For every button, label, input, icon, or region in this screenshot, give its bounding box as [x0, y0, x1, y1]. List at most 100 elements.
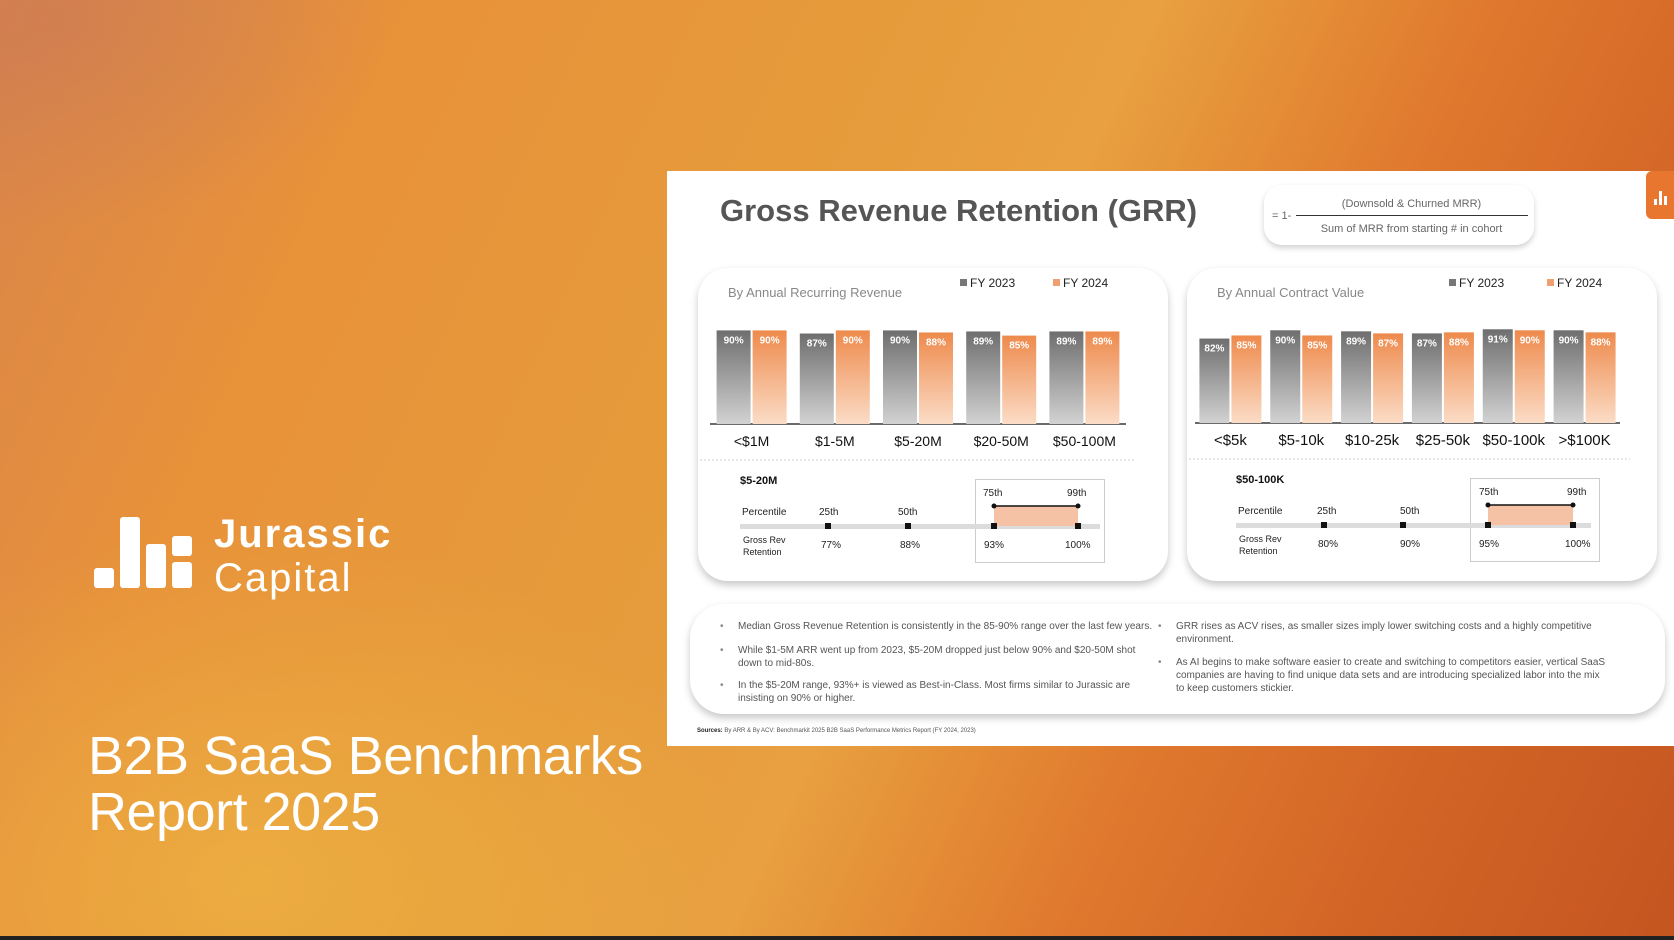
bar-fy2024-3: [1002, 335, 1037, 424]
acv-best-in-class-box: [1470, 478, 1600, 562]
fy2024-swatch-icon: [1547, 279, 1554, 286]
bar-fy2024-1: [835, 330, 870, 424]
sources-label: Sources:: [697, 728, 723, 734]
note-left-1: Median Gross Revenue Retention is consis…: [720, 620, 1168, 633]
bottom-edge: [0, 936, 1674, 940]
arr-legend-fy2024-label: FY 2024: [1063, 276, 1109, 290]
bar-label-fy2024-5: 88%: [1591, 337, 1611, 348]
x-tick-label-2: $5-20M: [894, 433, 941, 449]
bar-label-fy2024-4: 90%: [1520, 335, 1540, 346]
bar-label-fy2023-1: 87%: [807, 339, 827, 350]
acv-chart-title: By Annual Contract Value: [1217, 285, 1365, 300]
bar-label-fy2023-3: 87%: [1417, 338, 1437, 349]
arr-v50: 88%: [900, 540, 921, 551]
acv-p50: 50th: [1400, 506, 1420, 517]
bar-fy2023-1: [799, 333, 834, 424]
fy2023-swatch-icon: [960, 279, 967, 286]
note-right-2: As AI begins to make software easier to …: [1158, 656, 1606, 695]
x-tick-label-1: $1-5M: [815, 433, 855, 449]
arr-legend-fy2024: FY 2024: [1053, 276, 1108, 290]
arr-p50: 50th: [898, 507, 918, 518]
percentile-marker-0: [825, 523, 831, 529]
note-right-1: GRR rises as ACV rises, as smaller sizes…: [1158, 620, 1606, 646]
acv-v75: 95%: [1479, 539, 1500, 550]
bar-label-fy2024-3: 85%: [1009, 341, 1029, 352]
acv-legend-fy2023: FY 2023: [1449, 276, 1504, 290]
bar-label-fy2024-0: 85%: [1236, 340, 1256, 351]
arr-chart-title: By Annual Recurring Revenue: [728, 285, 903, 300]
x-tick-label-3: $25-50k: [1416, 432, 1471, 449]
arr-percentile-row-label: Percentile: [742, 507, 787, 518]
bar-fy2024-0: [752, 330, 787, 424]
acv-chart-panel: By Annual Contract Value FY 2023 FY 2024…: [1187, 268, 1657, 581]
bar-fy2024-4: [1514, 330, 1545, 423]
acv-legend-fy2023-label: FY 2023: [1459, 276, 1505, 290]
acv-p99: 99th: [1567, 487, 1587, 498]
arr-retention-row-label: Gross Rev Retention: [743, 534, 786, 558]
arr-v99: 100%: [1065, 540, 1091, 551]
acv-legend-fy2024-label: FY 2024: [1557, 276, 1603, 290]
bar-fy2024-5: [1585, 332, 1616, 423]
bar-fy2024-4: [1085, 331, 1120, 424]
bar-fy2023-2: [1341, 331, 1372, 423]
arr-chart-panel: By Annual Recurring Revenue FY 2023 FY 2…: [698, 268, 1168, 581]
bar-fy2023-4: [1049, 331, 1084, 424]
formula-numerator: (Downsold & Churned MRR): [1341, 198, 1482, 210]
bar-label-fy2023-0: 90%: [724, 335, 744, 346]
formula-denominator: Sum of MRR from starting # in cohort: [1320, 223, 1503, 235]
notes-panel: Median Gross Revenue Retention is consis…: [690, 604, 1665, 714]
arr-p75: 75th: [983, 488, 1003, 499]
fy2024-swatch-icon: [1053, 279, 1060, 286]
fy2023-swatch-icon: [1449, 279, 1456, 286]
note-left-3: In the $5-20M range, 93%+ is viewed as B…: [720, 679, 1138, 705]
bar-label-fy2023-4: 89%: [1056, 336, 1076, 347]
acv-v50: 90%: [1400, 539, 1421, 550]
grr-slide: Gross Revenue Retention (GRR) = 1- (Down…: [667, 171, 1674, 746]
jurassic-capital-logo: Jurassic Capital: [94, 512, 414, 602]
bar-label-fy2024-2: 87%: [1378, 338, 1398, 349]
bar-fy2023-3: [966, 331, 1001, 424]
report-title-line-1: B2B SaaS Benchmarks: [88, 726, 643, 786]
arr-legend-fy2023-label: FY 2023: [970, 276, 1016, 290]
acv-percentile-row-label: Percentile: [1238, 506, 1283, 517]
x-tick-label-2: $10-25k: [1345, 432, 1400, 449]
logo-wordmark: Jurassic Capital: [214, 512, 392, 600]
acv-percentile-title: $50-100K: [1236, 474, 1285, 486]
report-title: B2B SaaS Benchmarks Report 2025: [88, 728, 668, 840]
report-title-line-2: Report 2025: [88, 782, 380, 842]
x-tick-label-1: $5-10k: [1278, 432, 1324, 449]
arr-p25: 25th: [819, 507, 839, 518]
bar-fy2023-3: [1411, 333, 1442, 423]
note-left-2: While $1-5M ARR went up from 2023, $5-20…: [720, 644, 1138, 670]
x-tick-label-5: >$100K: [1559, 432, 1611, 449]
bar-fy2023-5: [1553, 330, 1584, 423]
arr-percentile-title: $5-20M: [740, 475, 778, 487]
logo-line-1: Jurassic: [214, 512, 393, 556]
bar-label-fy2024-4: 89%: [1092, 336, 1112, 347]
x-tick-label-0: <$1M: [734, 433, 769, 449]
bar-fy2024-3: [1443, 332, 1474, 423]
arr-retention-label-2: Retention: [743, 547, 782, 557]
bar-label-fy2024-2: 88%: [926, 337, 946, 348]
bar-label-fy2023-1: 90%: [1275, 335, 1295, 346]
percentile-marker-1: [1400, 522, 1406, 528]
bar-label-fy2024-3: 88%: [1449, 337, 1469, 348]
bar-fy2023-0: [1199, 338, 1230, 423]
grr-formula: = 1- (Downsold & Churned MRR) Sum of MRR…: [1264, 185, 1534, 245]
bar-label-fy2024-1: 90%: [843, 335, 863, 346]
acv-v25: 80%: [1318, 539, 1339, 550]
acv-p75: 75th: [1479, 487, 1499, 498]
arr-v75: 93%: [984, 540, 1005, 551]
bar-label-fy2023-2: 89%: [1346, 336, 1366, 347]
bar-label-fy2024-0: 90%: [760, 335, 780, 346]
x-tick-label-3: $20-50M: [974, 433, 1029, 449]
bar-fy2023-1: [1270, 330, 1301, 423]
acv-legend-fy2024: FY 2024: [1547, 276, 1602, 290]
arr-v25: 77%: [821, 540, 842, 551]
bar-fy2023-4: [1482, 329, 1513, 423]
acv-retention-row-label: Gross Rev Retention: [1239, 533, 1282, 557]
formula-prefix: = 1-: [1272, 210, 1292, 222]
sources-text: By ARR & By ACV: Benchmarkit 2025 B2B Sa…: [724, 728, 976, 734]
percentile-marker-1: [905, 523, 911, 529]
bar-fy2024-1: [1302, 335, 1333, 423]
